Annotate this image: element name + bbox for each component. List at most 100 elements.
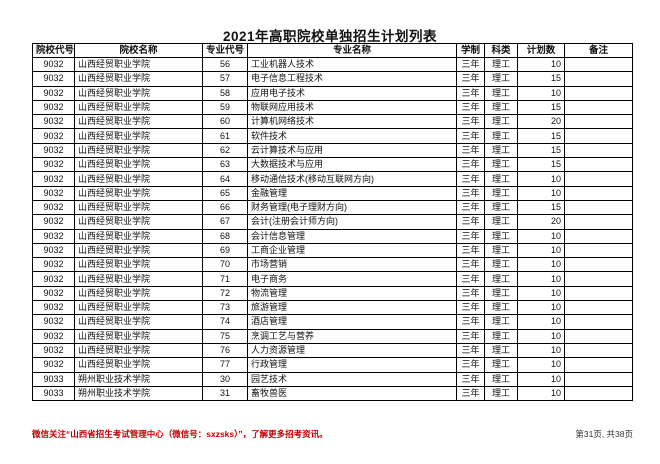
cell-category: 理工 — [484, 242, 518, 259]
cell-category: 理工 — [484, 271, 518, 287]
cell-plan-count: 10 — [517, 271, 565, 287]
cell-remarks — [564, 142, 633, 159]
cell-remarks — [564, 328, 633, 344]
cell-remarks — [564, 314, 633, 330]
table-row: 9032 山西经贸职业学院 62 云计算技术与应用 三年 理工 15 — [32, 142, 633, 159]
cell-major-code: 75 — [202, 328, 248, 344]
cell-major-code: 30 — [202, 371, 248, 387]
cell-category: 理工 — [484, 214, 518, 230]
cell-major-code: 73 — [202, 300, 248, 316]
cell-remarks — [564, 285, 633, 302]
cell-college-name: 山西经贸职业学院 — [74, 142, 203, 159]
cell-duration: 三年 — [456, 257, 485, 273]
cell-college-name: 山西经贸职业学院 — [74, 214, 203, 230]
wechat-notice: 微信关注“山西省招生考试管理中心（微信号：sxzsks）”，了解更多招考资讯。 — [32, 429, 328, 439]
cell-remarks — [564, 99, 633, 116]
table-row: 9032 山西经贸职业学院 67 会计(注册会计师方向) 三年 理工 20 — [32, 214, 633, 230]
cell-college-name: 山西经贸职业学院 — [74, 128, 203, 144]
cell-duration: 三年 — [456, 385, 485, 402]
cell-duration: 三年 — [456, 242, 485, 259]
column-header-major-name: 专业名称 — [247, 43, 457, 58]
cell-plan-count: 15 — [517, 128, 565, 144]
cell-major-name: 物流管理 — [247, 285, 457, 302]
cell-major-name: 物联网应用技术 — [247, 99, 457, 116]
cell-major-name: 会计(注册会计师方向) — [247, 214, 457, 230]
cell-plan-count: 10 — [517, 228, 565, 244]
cell-duration: 三年 — [456, 300, 485, 316]
cell-duration: 三年 — [456, 157, 485, 173]
column-header-major-code: 专业代号 — [202, 43, 248, 58]
cell-college-name: 山西经贸职业学院 — [74, 185, 203, 201]
cell-remarks — [564, 228, 633, 244]
cell-college-code: 9032 — [32, 300, 75, 316]
cell-duration: 三年 — [456, 99, 485, 116]
cell-major-code: 31 — [202, 385, 248, 402]
table-row: 9032 山西经贸职业学院 60 计算机网络技术 三年 理工 20 — [32, 114, 633, 130]
cell-duration: 三年 — [456, 228, 485, 244]
cell-remarks — [564, 114, 633, 130]
cell-category: 理工 — [484, 128, 518, 144]
cell-college-code: 9032 — [32, 56, 75, 73]
cell-college-name: 山西经贸职业学院 — [74, 271, 203, 287]
cell-major-name: 烹调工艺与营养 — [247, 328, 457, 344]
cell-category: 理工 — [484, 199, 518, 216]
cell-duration: 三年 — [456, 71, 485, 87]
cell-major-name: 金融管理 — [247, 185, 457, 201]
cell-major-code: 76 — [202, 342, 248, 359]
cell-remarks — [564, 257, 633, 273]
column-header-college-code: 院校代号 — [32, 43, 75, 58]
cell-major-code: 68 — [202, 228, 248, 244]
table-row: 9032 山西经贸职业学院 74 酒店管理 三年 理工 10 — [32, 314, 633, 330]
cell-remarks — [564, 157, 633, 173]
cell-plan-count: 10 — [517, 285, 565, 302]
cell-plan-count: 10 — [517, 300, 565, 316]
cell-major-name: 大数据技术与应用 — [247, 157, 457, 173]
table-header-row: 院校代号 院校名称 专业代号 专业名称 学制 科类 计划数 备注 — [32, 43, 633, 58]
cell-remarks — [564, 214, 633, 230]
cell-category: 理工 — [484, 142, 518, 159]
cell-remarks — [564, 271, 633, 287]
cell-category: 理工 — [484, 328, 518, 344]
cell-plan-count: 10 — [517, 185, 565, 201]
cell-plan-count: 10 — [517, 357, 565, 373]
cell-category: 理工 — [484, 99, 518, 116]
cell-college-name: 山西经贸职业学院 — [74, 85, 203, 101]
cell-college-name: 山西经贸职业学院 — [74, 99, 203, 116]
cell-major-name: 软件技术 — [247, 128, 457, 144]
cell-category: 理工 — [484, 342, 518, 359]
cell-college-name: 山西经贸职业学院 — [74, 314, 203, 330]
table-row: 9032 山西经贸职业学院 73 旅游管理 三年 理工 10 — [32, 300, 633, 316]
table-row: 9032 山西经贸职业学院 75 烹调工艺与营养 三年 理工 10 — [32, 328, 633, 344]
table-row: 9032 山西经贸职业学院 66 财务管理(电子理财方向) 三年 理工 15 — [32, 199, 633, 216]
cell-duration: 三年 — [456, 142, 485, 159]
cell-duration: 三年 — [456, 185, 485, 201]
cell-category: 理工 — [484, 371, 518, 387]
cell-category: 理工 — [484, 285, 518, 302]
cell-major-code: 59 — [202, 99, 248, 116]
cell-duration: 三年 — [456, 56, 485, 73]
table-row: 9032 山西经贸职业学院 63 大数据技术与应用 三年 理工 15 — [32, 157, 633, 173]
cell-duration: 三年 — [456, 314, 485, 330]
cell-category: 理工 — [484, 257, 518, 273]
cell-duration: 三年 — [456, 271, 485, 287]
cell-college-code: 9032 — [32, 185, 75, 201]
cell-college-name: 朔州职业技术学院 — [74, 371, 203, 387]
cell-college-name: 山西经贸职业学院 — [74, 114, 203, 130]
cell-major-name: 工商企业管理 — [247, 242, 457, 259]
cell-category: 理工 — [484, 114, 518, 130]
cell-major-code: 67 — [202, 214, 248, 230]
table-row: 9032 山西经贸职业学院 65 金融管理 三年 理工 10 — [32, 185, 633, 201]
cell-college-code: 9032 — [32, 328, 75, 344]
cell-category: 理工 — [484, 300, 518, 316]
table-row: 9032 山西经贸职业学院 77 行政管理 三年 理工 10 — [32, 357, 633, 373]
cell-duration: 三年 — [456, 328, 485, 344]
cell-college-code: 9032 — [32, 314, 75, 330]
cell-remarks — [564, 371, 633, 387]
cell-college-code: 9032 — [32, 257, 75, 273]
cell-plan-count: 10 — [517, 171, 565, 187]
cell-major-code: 72 — [202, 285, 248, 302]
cell-college-code: 9033 — [32, 385, 75, 402]
column-header-duration: 学制 — [456, 43, 485, 58]
cell-major-code: 56 — [202, 56, 248, 73]
